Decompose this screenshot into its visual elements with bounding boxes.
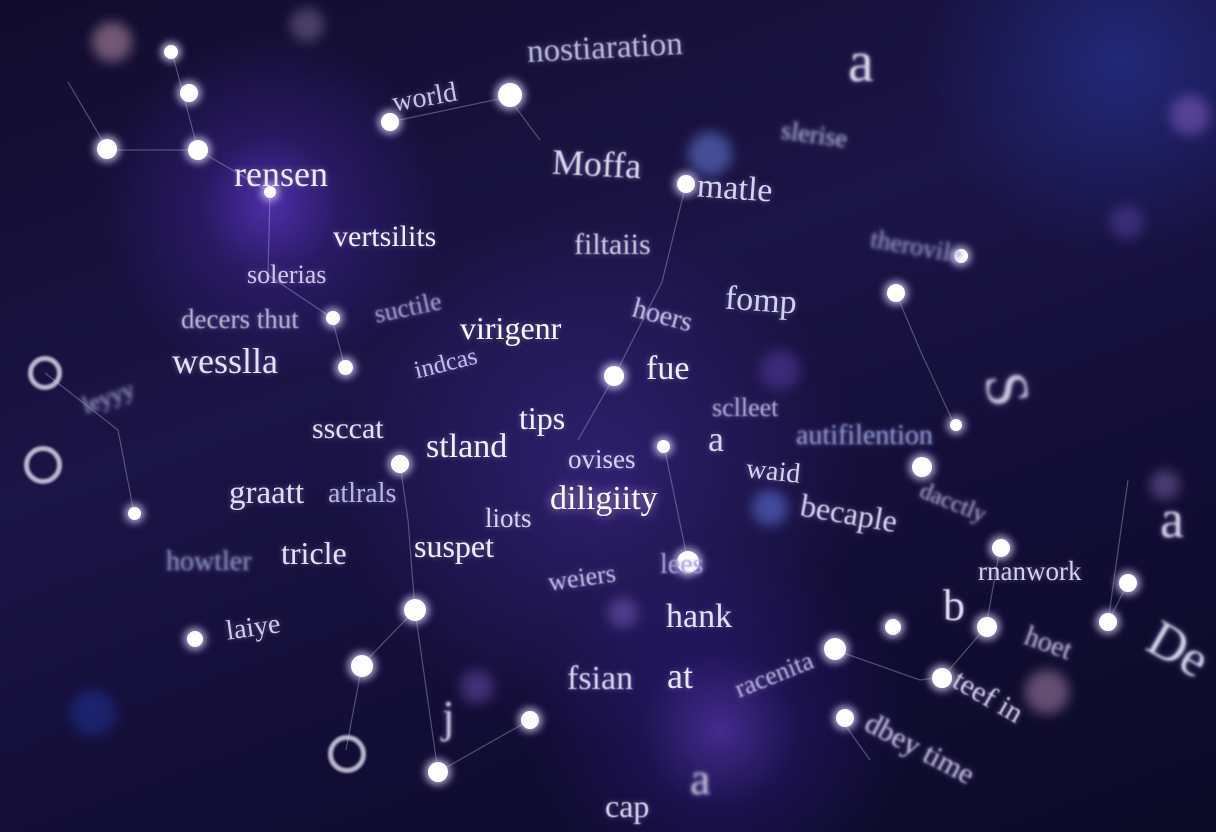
- word-liots: liots: [485, 503, 532, 533]
- word-a: a: [1160, 489, 1184, 549]
- star-node: [381, 113, 399, 131]
- word-hank: hank: [666, 598, 733, 635]
- star-node: [404, 599, 426, 621]
- bokeh-light: [70, 690, 116, 736]
- word-ovises: ovises: [568, 444, 636, 474]
- word-moffa: Moffa: [551, 141, 643, 187]
- bokeh-light: [290, 8, 324, 42]
- star-node: [604, 366, 624, 386]
- star-node: [128, 507, 141, 520]
- star-node: [657, 440, 670, 453]
- word-filtaiis: filtaiis: [574, 228, 651, 261]
- word-ssccat: ssccat: [312, 412, 384, 445]
- star-node: [977, 617, 997, 637]
- bokeh-light: [1170, 95, 1210, 135]
- word-rnanwork: rnanwork: [978, 556, 1082, 586]
- bokeh-light: [1110, 205, 1144, 239]
- word-sclleet: sclleet: [712, 393, 779, 422]
- word-atlrals: atlrals: [328, 478, 397, 509]
- word-solerias: solerias: [247, 260, 327, 289]
- word-fsian: fsian: [567, 660, 634, 697]
- bokeh-light: [752, 490, 788, 526]
- star-node: [932, 668, 952, 688]
- bokeh-light: [608, 598, 638, 628]
- star-node: [1099, 613, 1117, 631]
- word-waid: waid: [744, 453, 802, 490]
- word-rensen: rensen: [234, 154, 328, 194]
- ring-circle: [24, 446, 62, 484]
- bokeh-light: [760, 350, 800, 390]
- star-node: [912, 457, 932, 477]
- star-node: [677, 175, 695, 193]
- star-node: [164, 45, 178, 59]
- word-a: a: [848, 29, 874, 94]
- star-node: [428, 762, 448, 782]
- word-matle: matle: [695, 167, 774, 210]
- star-node: [887, 284, 905, 302]
- star-node: [1119, 574, 1137, 592]
- star-node: [498, 83, 522, 107]
- bokeh-light: [1150, 470, 1180, 500]
- star-node: [180, 84, 198, 102]
- word-graatt: graatt: [229, 475, 305, 511]
- star-node: [391, 455, 409, 473]
- word-lees: lees: [660, 549, 704, 580]
- star-node: [338, 360, 353, 375]
- word-tricle: tricle: [281, 535, 347, 571]
- star-node: [992, 539, 1010, 557]
- word-wesslla: wesslla: [172, 341, 278, 381]
- word-tips: tips: [519, 400, 566, 436]
- word-a: a: [708, 419, 724, 459]
- bokeh-light: [1025, 670, 1069, 714]
- word-virigenr: virigenr: [460, 310, 562, 346]
- star-node: [187, 631, 203, 647]
- ring-circle: [328, 735, 366, 773]
- word-autifilention: autifilention: [796, 420, 933, 451]
- word-j: j: [442, 691, 455, 742]
- word-a: a: [690, 753, 711, 804]
- star-node: [188, 140, 208, 160]
- word-howtler: howtler: [166, 546, 252, 577]
- word-vertsilits: vertsilits: [333, 220, 437, 253]
- star-node: [836, 709, 854, 727]
- star-node: [351, 655, 373, 677]
- star-node: [950, 419, 962, 431]
- word-decers-thut: decers thut: [181, 304, 299, 334]
- word-suspet: suspet: [414, 528, 494, 564]
- star-node: [824, 638, 846, 660]
- word-fue: fue: [646, 350, 690, 387]
- star-node: [885, 619, 901, 635]
- word-cap: cap: [605, 788, 650, 824]
- word-stland: stland: [426, 428, 508, 465]
- word-at: at: [667, 656, 693, 696]
- ring-circle: [28, 356, 62, 390]
- bokeh-light: [460, 670, 494, 704]
- word-fomp: fomp: [723, 279, 799, 322]
- bokeh-light: [688, 132, 732, 176]
- star-node: [97, 139, 117, 159]
- star-node: [521, 711, 539, 729]
- star-node: [954, 249, 968, 263]
- star-node: [264, 186, 276, 198]
- word-b: b: [943, 581, 965, 630]
- bokeh-light: [92, 22, 132, 62]
- star-node: [677, 551, 699, 573]
- star-node: [326, 311, 340, 325]
- word-diligiity: diligiity: [550, 480, 658, 517]
